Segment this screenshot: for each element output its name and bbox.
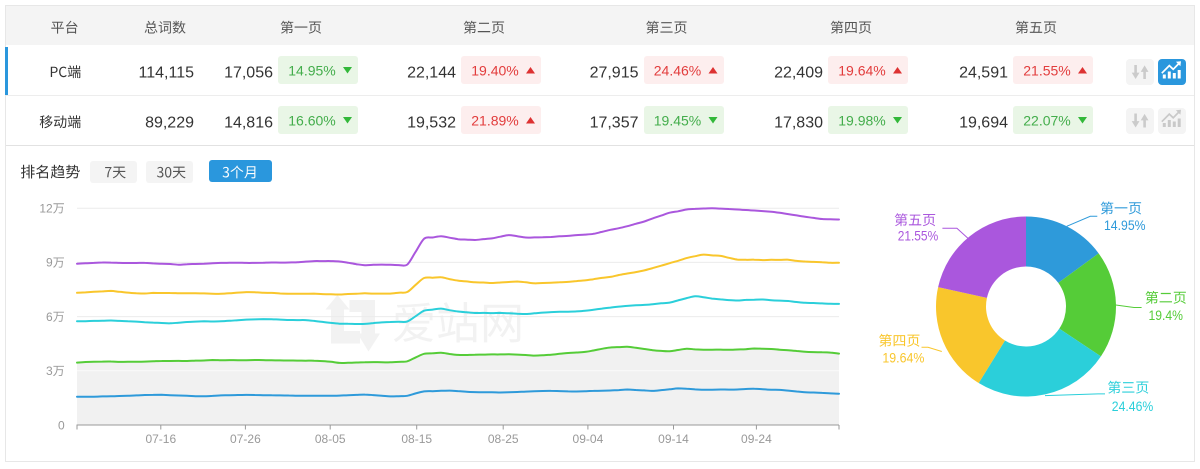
svg-text:14.95%: 14.95% [288, 63, 335, 79]
svg-text:22,144: 22,144 [407, 64, 456, 81]
svg-text:19.45%: 19.45% [654, 113, 701, 129]
svg-text:08-25: 08-25 [488, 432, 519, 446]
svg-text:21.89%: 21.89% [471, 113, 518, 129]
svg-text:14,816: 14,816 [224, 114, 273, 131]
svg-text:14.95%: 14.95% [1104, 217, 1146, 233]
svg-text:114,115: 114,115 [139, 64, 195, 81]
svg-text:19.64%: 19.64% [882, 349, 924, 365]
svg-text:16.60%: 16.60% [288, 113, 335, 129]
svg-text:19,532: 19,532 [407, 114, 456, 131]
svg-text:24.46%: 24.46% [1112, 398, 1154, 414]
svg-text:17,357: 17,357 [590, 114, 639, 131]
svg-text:22.07%: 22.07% [1023, 113, 1070, 129]
svg-text:21.55%: 21.55% [898, 228, 939, 244]
svg-text:89,229: 89,229 [145, 114, 194, 131]
svg-text:09-24: 09-24 [741, 432, 772, 446]
svg-text:24.46%: 24.46% [654, 63, 701, 79]
svg-text:0: 0 [58, 418, 65, 432]
svg-text:07-26: 07-26 [230, 432, 261, 446]
svg-text:08-15: 08-15 [401, 432, 432, 446]
svg-text:19.4%: 19.4% [1149, 307, 1184, 323]
svg-text:12: 12 [39, 202, 53, 216]
svg-text:09-04: 09-04 [573, 432, 604, 446]
svg-text:3: 3 [46, 364, 53, 378]
svg-text:24,591: 24,591 [959, 64, 1008, 81]
svg-text:21.55%: 21.55% [1023, 63, 1070, 79]
svg-text:19.64%: 19.64% [838, 63, 885, 79]
svg-text:08-05: 08-05 [315, 432, 346, 446]
svg-text:17,056: 17,056 [224, 64, 273, 81]
svg-text:19,694: 19,694 [959, 114, 1008, 131]
svg-text:22,409: 22,409 [774, 64, 823, 81]
svg-text:19.40%: 19.40% [471, 63, 518, 79]
svg-text:19.98%: 19.98% [838, 113, 885, 129]
svg-text:09-14: 09-14 [658, 432, 689, 446]
svg-text:17,830: 17,830 [774, 114, 823, 131]
svg-text:27,915: 27,915 [590, 64, 639, 81]
svg-text:6: 6 [46, 310, 53, 324]
svg-text:07-16: 07-16 [145, 432, 176, 446]
svg-text:9: 9 [46, 256, 53, 270]
